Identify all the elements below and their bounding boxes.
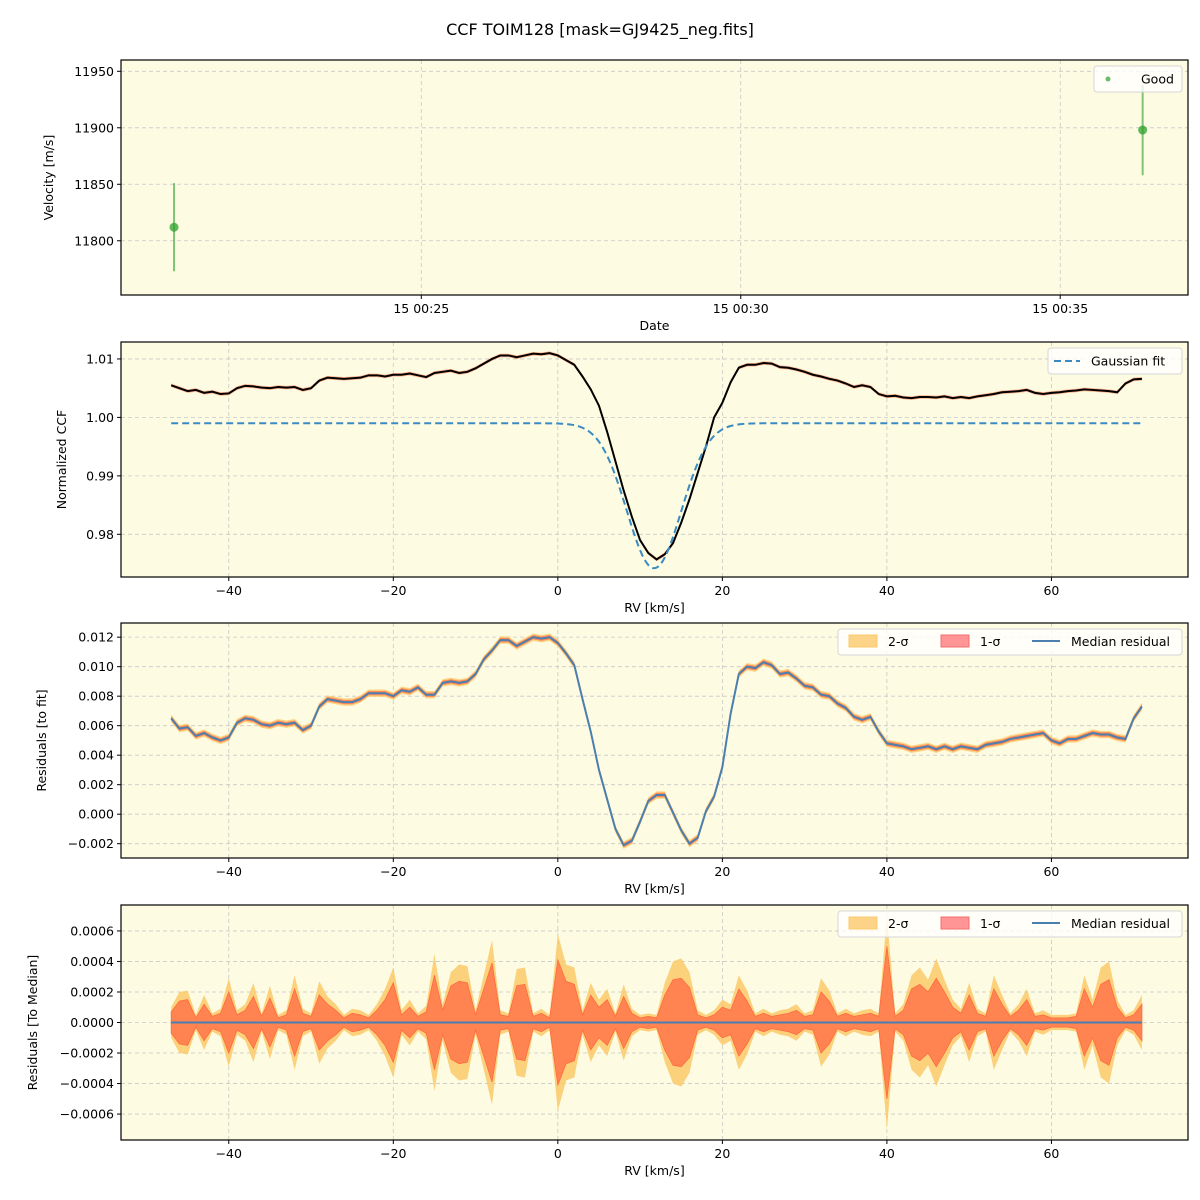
band-1sigma bbox=[171, 634, 1142, 848]
band-2sigma bbox=[171, 633, 1142, 849]
y-tick-label: 11800 bbox=[74, 233, 114, 248]
y-tick-label: 0.006 bbox=[78, 718, 114, 733]
legend: Gaussian fit bbox=[1047, 347, 1183, 375]
x-tick-label: −40 bbox=[216, 1146, 242, 1161]
y-tick-label: 0.002 bbox=[78, 777, 114, 792]
legend-2sigma-swatch-icon bbox=[848, 634, 878, 648]
panel-ccf: Gaussian fit −40 −20 0 20 40 60 0.98 0.99 1.00 1.0… bbox=[54, 341, 1189, 615]
y-tick-label: 11950 bbox=[74, 64, 114, 79]
y-tick-label: 11900 bbox=[74, 120, 114, 135]
median-residual-line bbox=[170, 636, 1143, 847]
panel-residuals_to_median: 2-σ 1-σ Median residual −40 −20 0 20 40 60 −0.000… bbox=[25, 904, 1189, 1178]
y-tick-label: 0.0000 bbox=[70, 1015, 114, 1030]
x-axis-label: RV [km/s] bbox=[624, 600, 684, 615]
legend-label: Good bbox=[1141, 72, 1174, 87]
x-tick-label: 60 bbox=[1043, 1146, 1059, 1161]
legend-2sigma-swatch-icon bbox=[848, 916, 878, 930]
x-tick-label: 60 bbox=[1043, 583, 1059, 598]
x-tick-label: 40 bbox=[879, 583, 895, 598]
y-axis-label: Residuals [to fit] bbox=[34, 689, 49, 791]
data-point[interactable] bbox=[169, 222, 179, 232]
x-axis-label: RV [km/s] bbox=[624, 881, 684, 896]
x-tick-label: −20 bbox=[380, 583, 406, 598]
axes-frame bbox=[120, 622, 1189, 859]
x-tick-label: 20 bbox=[714, 864, 730, 879]
legend: 2-σ 1-σ Median residual bbox=[837, 910, 1183, 938]
data-point[interactable] bbox=[1138, 125, 1148, 135]
y-tick-label: 0.98 bbox=[86, 527, 114, 542]
y-axis-label: Residuals [To Median] bbox=[25, 955, 40, 1091]
y-tick-label: 0.000 bbox=[78, 807, 114, 822]
legend-frame bbox=[837, 910, 1183, 938]
gaussian-fit-line bbox=[171, 422, 1142, 570]
y-tick-label: −0.0004 bbox=[60, 1076, 114, 1091]
y-tick-label: 0.99 bbox=[86, 468, 114, 483]
x-tick-label: −40 bbox=[216, 864, 242, 879]
figure-title: CCF TOIM128 [mask=GJ9425_neg.fits] bbox=[446, 20, 754, 39]
x-tick-label: 20 bbox=[714, 583, 730, 598]
x-tick-label: −40 bbox=[216, 583, 242, 598]
y-tick-label: −0.0006 bbox=[60, 1107, 114, 1122]
y-axis-label: Normalized CCF bbox=[54, 410, 69, 510]
x-tick-label: 20 bbox=[714, 1146, 730, 1161]
y-tick-label: −0.002 bbox=[68, 836, 114, 851]
plot-area bbox=[121, 623, 1188, 858]
legend: 2-σ 1-σ Median residual bbox=[837, 628, 1183, 656]
plot-area bbox=[121, 60, 1188, 295]
x-axis-label: RV [km/s] bbox=[624, 1163, 684, 1178]
legend-label: Gaussian fit bbox=[1091, 354, 1165, 369]
x-tick-label: 15 00:35 bbox=[1032, 301, 1088, 316]
legend-frame bbox=[1047, 347, 1183, 375]
ccf-line bbox=[170, 352, 1143, 561]
axes-frame bbox=[120, 341, 1189, 578]
legend-1sigma-swatch-icon bbox=[940, 634, 970, 648]
legend-label: 1-σ bbox=[980, 634, 1000, 649]
legend-1sigma-swatch-icon bbox=[940, 916, 970, 930]
plot-area bbox=[121, 342, 1188, 577]
x-tick-label: 40 bbox=[879, 864, 895, 879]
x-axis-label: Date bbox=[640, 318, 670, 333]
y-tick-label: 0.010 bbox=[78, 659, 114, 674]
y-tick-label: −0.0002 bbox=[60, 1046, 114, 1061]
x-tick-label: −20 bbox=[380, 1146, 406, 1161]
y-axis-label: Velocity [m/s] bbox=[41, 135, 56, 221]
legend: Good bbox=[1093, 65, 1183, 93]
y-tick-label: 0.004 bbox=[78, 748, 114, 763]
x-tick-label: 0 bbox=[554, 583, 562, 598]
x-tick-label: 0 bbox=[554, 1146, 562, 1161]
legend-label: 2-σ bbox=[888, 916, 908, 931]
y-tick-label: 0.012 bbox=[78, 630, 114, 645]
x-tick-label: 60 bbox=[1043, 864, 1059, 879]
legend-marker-icon bbox=[1105, 76, 1111, 82]
y-tick-label: 1.00 bbox=[86, 410, 114, 425]
y-tick-label: 0.0006 bbox=[70, 923, 114, 938]
legend-label: 2-σ bbox=[888, 634, 908, 649]
legend-frame bbox=[1093, 65, 1183, 93]
legend-label: Median residual bbox=[1071, 916, 1170, 931]
x-tick-label: 15 00:30 bbox=[713, 301, 769, 316]
x-tick-label: 15 00:25 bbox=[393, 301, 449, 316]
panel-residuals_to_fit: 2-σ 1-σ Median residual −40 −20 0 20 40 60 −0.002… bbox=[34, 622, 1189, 896]
x-tick-label: 40 bbox=[879, 1146, 895, 1161]
legend-label: Median residual bbox=[1071, 634, 1170, 649]
legend-label: 1-σ bbox=[980, 916, 1000, 931]
axes-frame bbox=[120, 59, 1189, 296]
y-tick-label: 0.0004 bbox=[70, 954, 114, 969]
y-tick-label: 0.008 bbox=[78, 689, 114, 704]
panel-velocity: Good 15 00:25 15 00:30 15 00:35 11800 11850 11… bbox=[41, 59, 1189, 333]
x-tick-label: 0 bbox=[554, 864, 562, 879]
legend-frame bbox=[837, 628, 1183, 656]
y-tick-label: 11850 bbox=[74, 177, 114, 192]
x-tick-label: −20 bbox=[380, 864, 406, 879]
y-tick-label: 1.01 bbox=[86, 351, 114, 366]
y-tick-label: 0.0002 bbox=[70, 984, 114, 999]
